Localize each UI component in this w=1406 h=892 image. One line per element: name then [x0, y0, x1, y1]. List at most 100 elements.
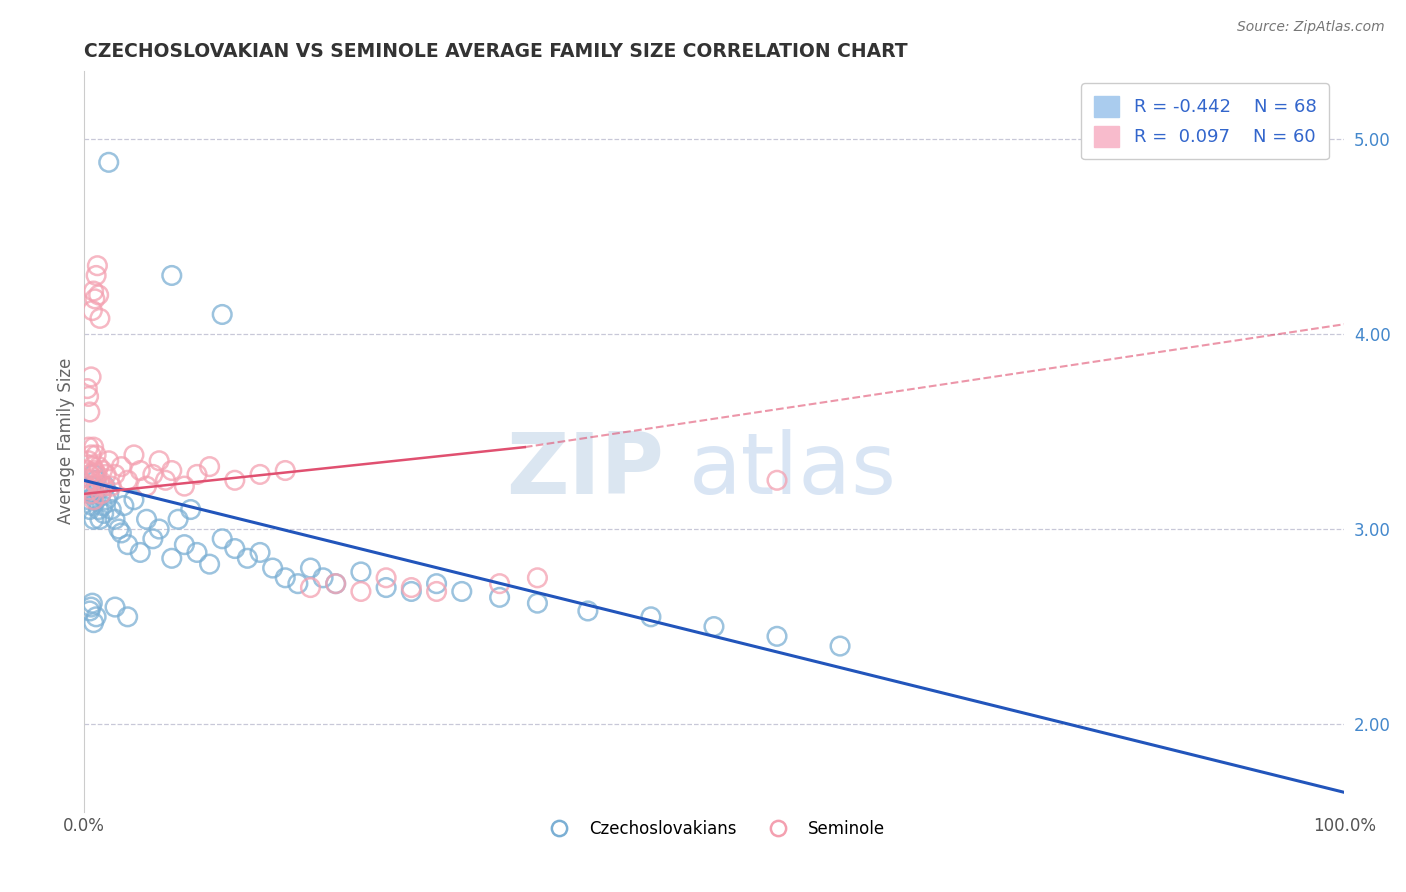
Point: [249, 545, 271, 559]
Point: [198, 459, 221, 474]
Point: [375, 581, 398, 595]
Point: [224, 473, 246, 487]
Point: [97, 454, 120, 468]
Point: [89, 473, 111, 487]
Point: [299, 581, 322, 595]
Legend: Czechoslovakians, Seminole: Czechoslovakians, Seminole: [536, 813, 891, 845]
Point: [198, 557, 221, 571]
Point: [84, 492, 107, 507]
Point: [79, 502, 101, 516]
Point: [129, 463, 152, 477]
Point: [110, 459, 132, 474]
Point: [703, 619, 725, 633]
Point: [79, 405, 101, 419]
Point: [325, 576, 347, 591]
Text: atlas: atlas: [689, 429, 897, 512]
Point: [93, 507, 115, 521]
Point: [488, 591, 510, 605]
Point: [401, 584, 423, 599]
Point: [89, 311, 111, 326]
Point: [84, 467, 107, 482]
Point: [86, 479, 108, 493]
Point: [82, 499, 104, 513]
Point: [82, 473, 104, 487]
Point: [84, 473, 107, 487]
Point: [104, 600, 127, 615]
Point: [79, 467, 101, 482]
Point: [77, 440, 100, 454]
Point: [108, 522, 131, 536]
Point: [766, 629, 789, 643]
Point: [96, 492, 118, 507]
Point: [87, 502, 110, 516]
Point: [79, 604, 101, 618]
Point: [117, 538, 139, 552]
Point: [87, 459, 110, 474]
Point: [87, 288, 110, 302]
Point: [91, 463, 114, 477]
Point: [155, 473, 177, 487]
Point: [80, 479, 103, 493]
Point: [173, 538, 195, 552]
Point: [93, 479, 115, 493]
Point: [82, 596, 104, 610]
Point: [167, 512, 190, 526]
Point: [129, 545, 152, 559]
Point: [112, 499, 135, 513]
Point: [350, 584, 373, 599]
Point: [249, 467, 271, 482]
Text: CZECHOSLOVAKIAN VS SEMINOLE AVERAGE FAMILY SIZE CORRELATION CHART: CZECHOSLOVAKIAN VS SEMINOLE AVERAGE FAMI…: [83, 42, 907, 61]
Point: [83, 284, 105, 298]
Point: [86, 483, 108, 497]
Point: [299, 561, 322, 575]
Point: [325, 576, 347, 591]
Point: [425, 576, 447, 591]
Point: [80, 600, 103, 615]
Point: [77, 492, 100, 507]
Point: [350, 565, 373, 579]
Point: [186, 545, 208, 559]
Point: [401, 581, 423, 595]
Point: [180, 502, 202, 516]
Point: [142, 532, 165, 546]
Point: [211, 308, 233, 322]
Point: [83, 463, 105, 477]
Text: ZIP: ZIP: [506, 429, 664, 512]
Point: [83, 492, 105, 507]
Point: [262, 561, 284, 575]
Point: [122, 448, 145, 462]
Point: [83, 440, 105, 454]
Point: [83, 467, 105, 482]
Point: [90, 487, 112, 501]
Point: [84, 268, 107, 283]
Point: [173, 479, 195, 493]
Point: [104, 467, 127, 482]
Point: [75, 479, 97, 493]
Point: [77, 454, 100, 468]
Point: [91, 499, 114, 513]
Point: [117, 609, 139, 624]
Point: [83, 292, 105, 306]
Point: [312, 571, 335, 585]
Point: [828, 639, 851, 653]
Point: [135, 479, 157, 493]
Point: [425, 584, 447, 599]
Point: [82, 303, 104, 318]
Point: [76, 382, 98, 396]
Point: [79, 487, 101, 501]
Point: [576, 604, 599, 618]
Point: [97, 155, 120, 169]
Point: [77, 389, 100, 403]
Point: [86, 259, 108, 273]
Point: [104, 512, 127, 526]
Point: [526, 596, 548, 610]
Point: [83, 512, 105, 526]
Point: [160, 463, 183, 477]
Point: [79, 483, 101, 497]
Point: [83, 487, 105, 501]
Point: [76, 483, 98, 497]
Point: [766, 473, 789, 487]
Point: [80, 448, 103, 462]
Point: [96, 467, 118, 482]
Point: [287, 576, 309, 591]
